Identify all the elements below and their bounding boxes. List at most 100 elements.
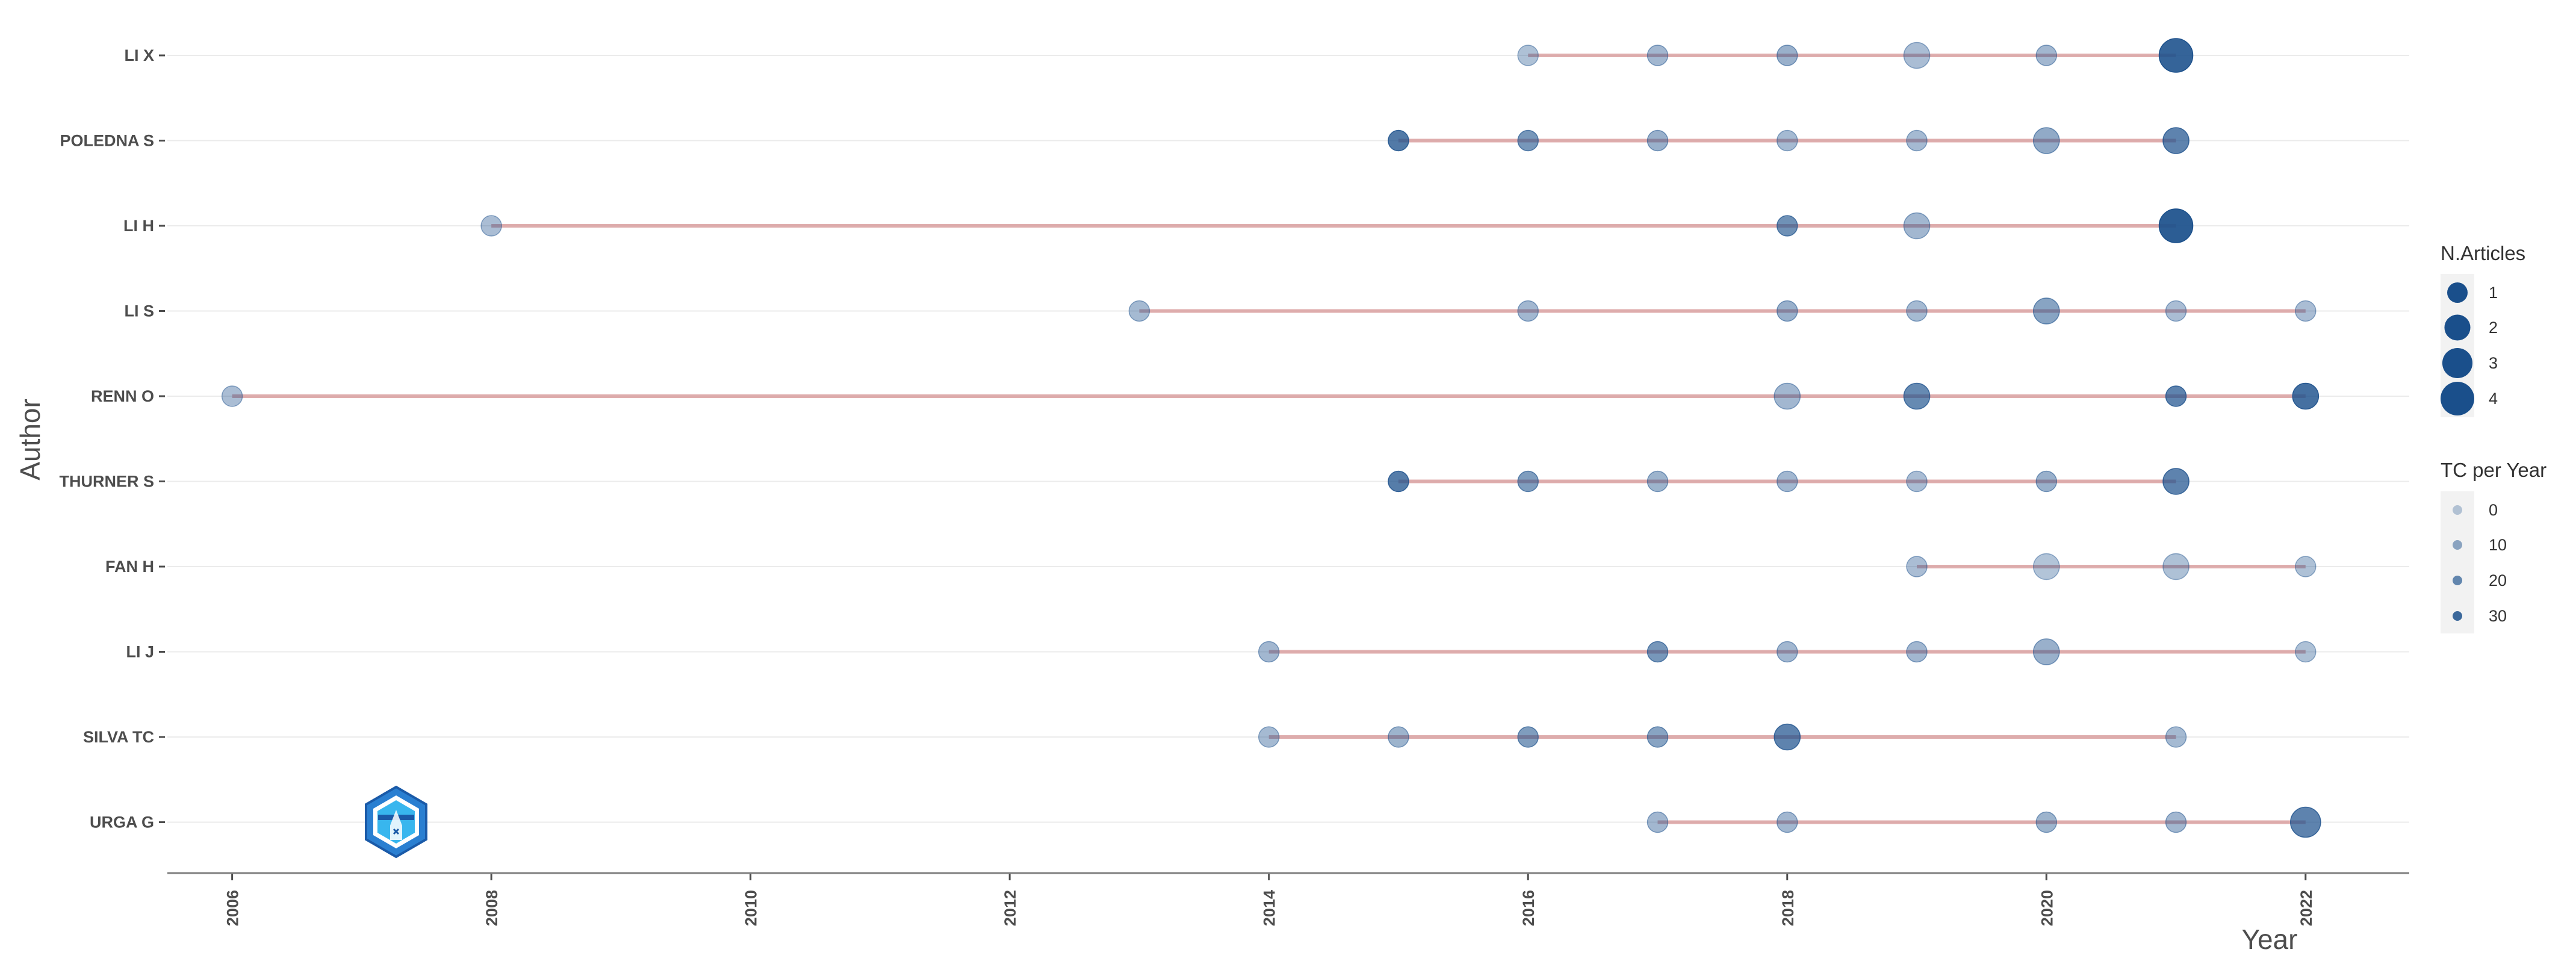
point-fan-h-2020 (2032, 553, 2060, 580)
point-thurner-s-2021 (2162, 468, 2190, 495)
point-li-s-2018 (1777, 300, 1798, 322)
x-tick-label-2020: 2020 (2038, 890, 2056, 926)
point-silva-tc-2018 (1774, 723, 1801, 751)
point-fan-h-2022 (2295, 556, 2317, 577)
y-tick-label-renn-o: RENN O (91, 387, 154, 405)
point-thurner-s-2015 (1388, 470, 1409, 493)
size-legend: N.Articles 1 2 3 4 (2441, 242, 2525, 417)
x-tick-label-2010: 2010 (742, 890, 760, 926)
x-tick-label-2018: 2018 (1779, 890, 1797, 926)
point-li-x-2016 (1517, 45, 1539, 66)
point-thurner-s-2018 (1777, 470, 1798, 493)
alpha-legend-label-0: 0 (2489, 501, 2498, 519)
data-points (221, 38, 2321, 838)
point-fan-h-2021 (2162, 553, 2190, 580)
point-li-x-2018 (1777, 45, 1798, 66)
point-urga-g-2018 (1777, 811, 1798, 833)
size-legend-label-1: 1 (2489, 284, 2498, 302)
size-legend-key-1 (2447, 282, 2468, 303)
y-tick-label-fan-h: FAN H (105, 558, 154, 576)
y-tick-label-poledna-s: POLEDNA S (60, 132, 154, 150)
y-tick-label-li-s: LI S (124, 302, 154, 320)
point-renn-o-2021 (2165, 385, 2187, 407)
size-legend-label-3: 3 (2489, 354, 2498, 372)
point-thurner-s-2017 (1646, 470, 1669, 493)
point-li-j-2018 (1777, 641, 1798, 663)
y-axis-title: Author (14, 399, 46, 480)
alpha-legend-label-30: 30 (2489, 607, 2507, 625)
point-poledna-s-2017 (1646, 129, 1669, 152)
point-li-h-2008 (480, 215, 502, 237)
alpha-legend-label-10: 10 (2489, 536, 2507, 554)
point-renn-o-2019 (1903, 382, 1931, 410)
point-silva-tc-2016 (1517, 726, 1539, 748)
point-li-s-2022 (2295, 300, 2317, 322)
point-li-s-2020 (2032, 297, 2060, 325)
point-urga-g-2021 (2165, 811, 2187, 833)
y-tick-label-li-x: LI X (124, 46, 154, 64)
alpha-legend-items: 0 10 20 30 (2453, 501, 2507, 625)
x-tick-label-2016: 2016 (1519, 890, 1538, 926)
point-poledna-s-2016 (1517, 129, 1539, 152)
point-urga-g-2022 (2289, 806, 2321, 838)
point-li-s-2021 (2165, 300, 2187, 322)
point-urga-g-2017 (1646, 811, 1669, 833)
point-li-j-2019 (1906, 641, 1928, 663)
point-silva-tc-2017 (1646, 726, 1669, 748)
x-tick-label-2022: 2022 (2297, 890, 2315, 926)
point-li-h-2019 (1903, 212, 1931, 240)
point-li-s-2013 (1128, 300, 1150, 322)
point-li-j-2014 (1258, 641, 1280, 663)
size-legend-label-4: 4 (2489, 390, 2498, 408)
point-renn-o-2018 (1774, 382, 1801, 410)
y-tick-label-li-h: LI H (123, 217, 154, 235)
point-thurner-s-2020 (2035, 470, 2058, 493)
alpha-legend-key-20 (2453, 576, 2462, 585)
size-legend-items: 1 2 3 4 (2441, 282, 2498, 415)
point-silva-tc-2014 (1258, 726, 1280, 748)
y-tick-label-silva-tc: SILVA TC (83, 728, 154, 746)
y-tick-label-urga-g: URGA G (90, 813, 154, 832)
point-li-x-2017 (1646, 45, 1669, 66)
alpha-legend: TC per Year 0 10 20 30 (2441, 459, 2547, 633)
point-poledna-s-2015 (1388, 129, 1409, 152)
point-li-j-2020 (2032, 638, 2060, 665)
point-silva-tc-2021 (2165, 726, 2187, 748)
size-legend-title: N.Articles (2441, 242, 2525, 264)
alpha-legend-key-30 (2453, 611, 2462, 621)
point-renn-o-2022 (2292, 382, 2320, 410)
point-urga-g-2020 (2035, 811, 2058, 833)
point-li-x-2020 (2035, 45, 2058, 66)
point-li-x-2019 (1903, 42, 1931, 69)
size-legend-key-4 (2441, 382, 2474, 415)
grid-layer (167, 55, 2409, 823)
x-tick-label-2012: 2012 (1001, 890, 1019, 926)
y-tick-label-thurner-s: THURNER S (59, 473, 154, 491)
point-li-s-2019 (1906, 300, 1928, 322)
point-poledna-s-2020 (2032, 127, 2060, 154)
point-thurner-s-2019 (1906, 470, 1928, 493)
x-tick-label-2008: 2008 (483, 890, 501, 926)
point-silva-tc-2015 (1388, 726, 1409, 748)
point-li-h-2018 (1777, 215, 1798, 237)
alpha-legend-key-background (2441, 491, 2474, 633)
point-poledna-s-2018 (1777, 129, 1798, 152)
point-li-x-2021 (2158, 38, 2194, 73)
point-li-j-2022 (2295, 641, 2317, 663)
alpha-legend-label-20: 20 (2489, 571, 2507, 589)
point-li-h-2021 (2158, 208, 2194, 243)
point-thurner-s-2016 (1517, 470, 1539, 493)
size-legend-label-2: 2 (2489, 319, 2498, 337)
y-tick-label-li-j: LI J (126, 643, 154, 661)
alpha-legend-key-10 (2453, 540, 2462, 550)
x-tick-label-2006: 2006 (224, 890, 242, 926)
point-poledna-s-2021 (2162, 127, 2190, 154)
point-li-s-2016 (1517, 300, 1539, 322)
alpha-legend-title: TC per Year (2441, 459, 2547, 481)
alpha-legend-key-0 (2453, 505, 2462, 515)
size-legend-key-3 (2442, 347, 2473, 379)
point-fan-h-2019 (1906, 556, 1928, 577)
point-li-j-2017 (1646, 641, 1669, 663)
